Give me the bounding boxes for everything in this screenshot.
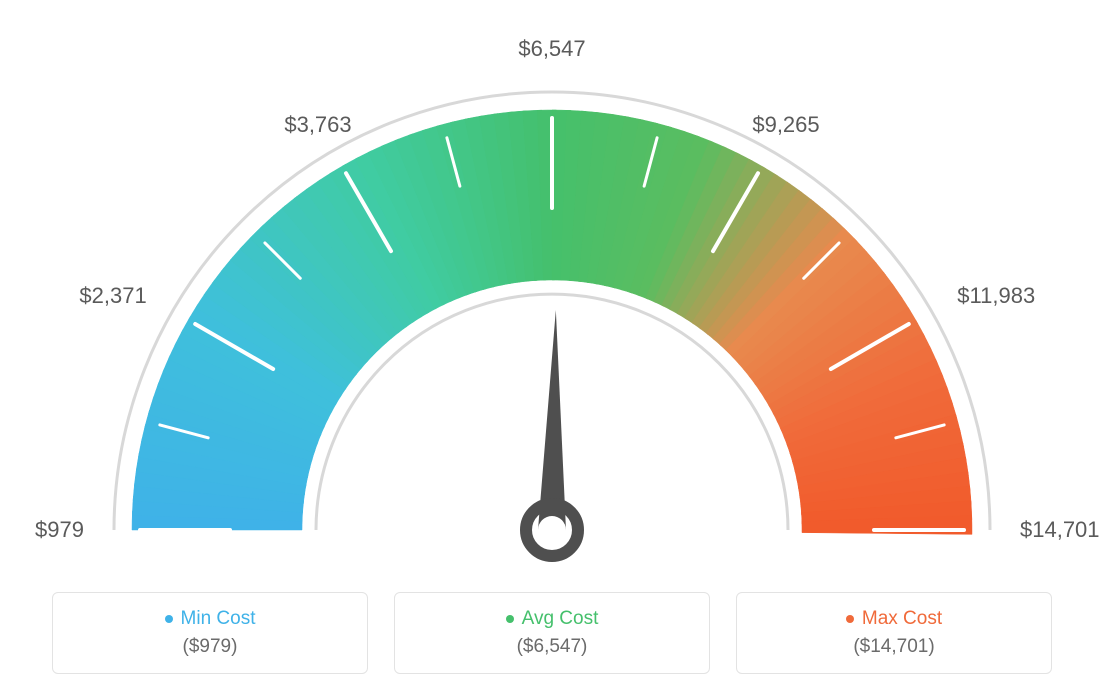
gauge-tick-label: $3,763: [284, 112, 351, 138]
gauge-svg: [52, 20, 1052, 580]
gauge-tick-label: $6,547: [518, 36, 585, 62]
legend-card-avg: Avg Cost ($6,547): [394, 592, 710, 674]
legend-value-min: ($979): [183, 636, 238, 658]
gauge-tick-label: $11,983: [957, 283, 1035, 309]
gauge-tick-label: $2,371: [79, 283, 146, 309]
legend-title-avg: Avg Cost: [506, 608, 599, 630]
legend-title-avg-text: Avg Cost: [522, 608, 599, 630]
legend-card-max: Max Cost ($14,701): [736, 592, 1052, 674]
legend-value-avg: ($6,547): [517, 636, 588, 658]
dot-icon: [846, 615, 854, 623]
legend-title-max-text: Max Cost: [862, 608, 942, 630]
legend-row: Min Cost ($979) Avg Cost ($6,547) Max Co…: [52, 592, 1052, 674]
legend-title-min-text: Min Cost: [181, 608, 256, 630]
legend-title-min: Min Cost: [165, 608, 256, 630]
legend-card-min: Min Cost ($979): [52, 592, 368, 674]
gauge-tick-label: $979: [35, 517, 84, 543]
dot-icon: [506, 615, 514, 623]
gauge-chart-stage: $979 $2,371 $3,763 $6,547 $9,265 $11,983 $14,7…: [0, 0, 1104, 690]
gauge-tick-label: $14,701: [1020, 517, 1100, 543]
gauge-tick-label: $9,265: [752, 112, 819, 138]
legend-value-max: ($14,701): [853, 636, 934, 658]
legend-title-max: Max Cost: [846, 608, 942, 630]
gauge-container: $979$2,371$3,763$6,547$9,265$11,983$14,7…: [52, 20, 1052, 580]
dot-icon: [165, 615, 173, 623]
